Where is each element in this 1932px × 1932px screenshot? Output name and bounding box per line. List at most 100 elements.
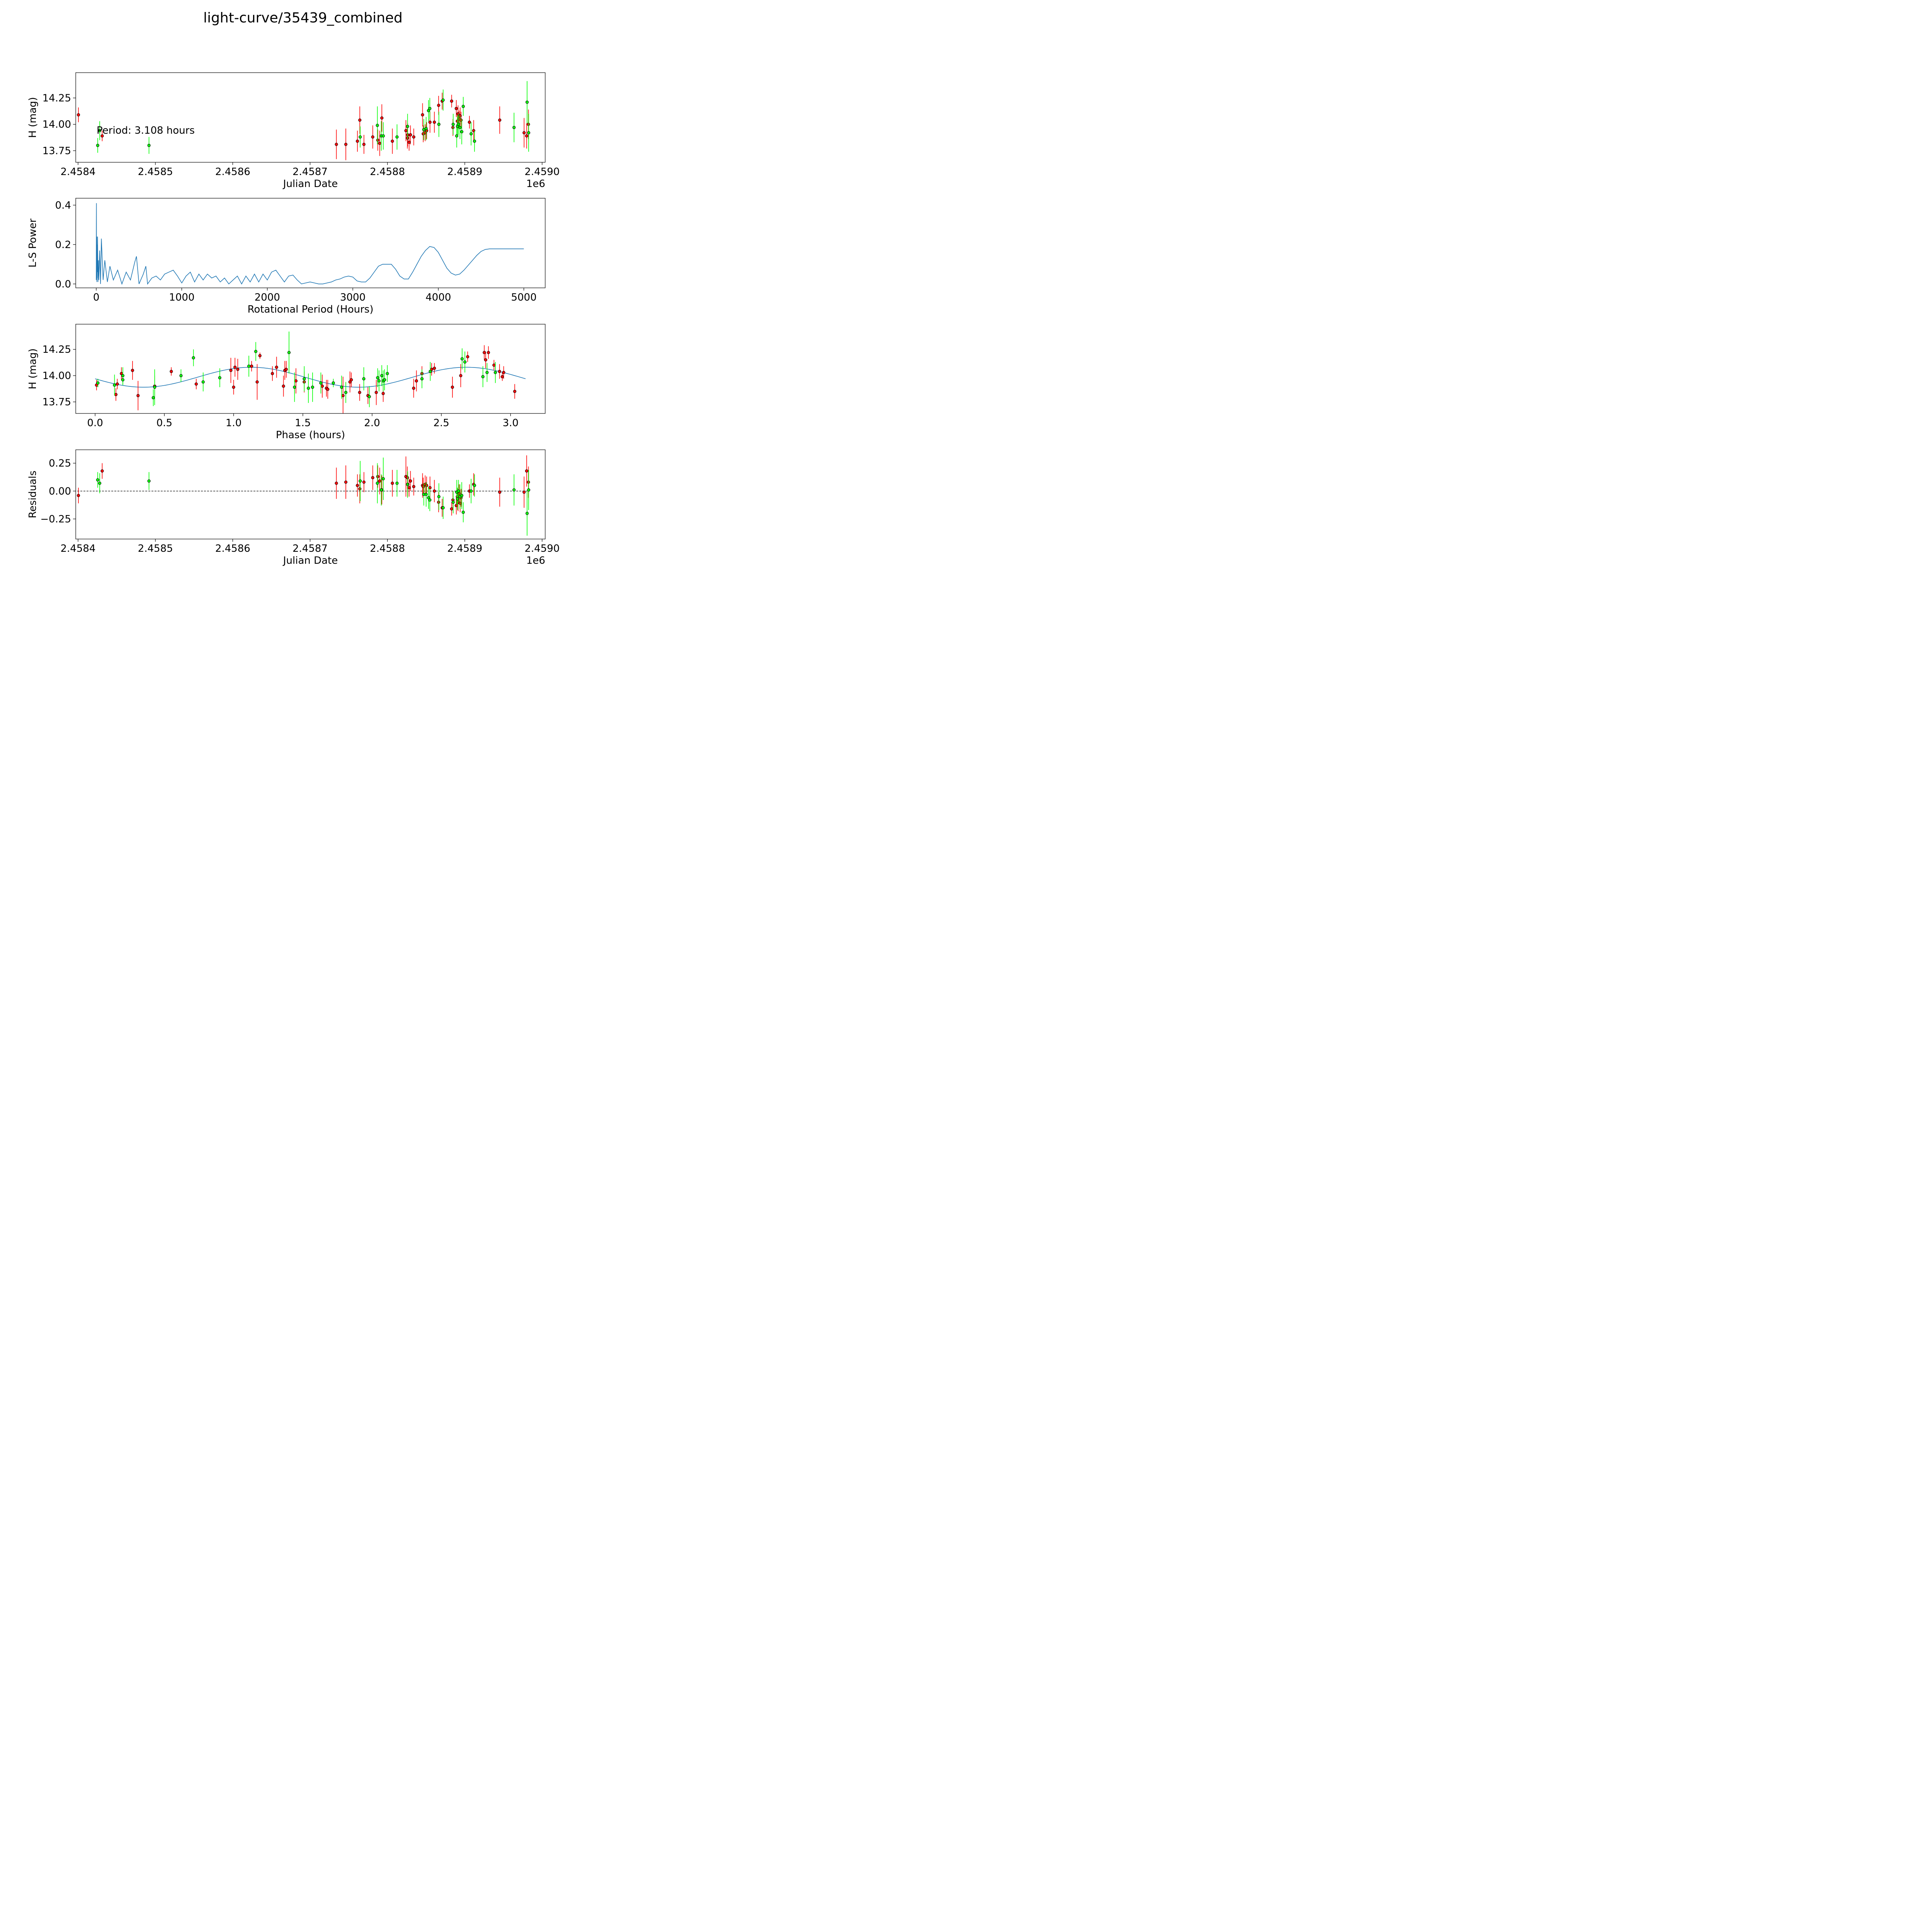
red-data-point [391,481,394,485]
x-tick-label: 2.4586 [215,166,250,178]
red-data-point [344,143,348,146]
red-data-point [376,138,379,142]
green-data-point [367,395,371,398]
x-tick-label: 2.4587 [293,543,328,554]
plot-area-resid [76,455,531,536]
y-tick-label: 0.25 [49,458,71,469]
periodogram-line [96,203,524,285]
green-data-point [98,129,102,133]
green-data-point [469,132,473,136]
green-data-point [406,125,409,128]
green-data-point [332,381,335,385]
red-data-point [492,363,496,367]
x-tick-label: 2.0 [364,417,380,429]
green-data-point [461,105,465,108]
green-data-point [179,374,183,378]
red-data-point [378,479,381,483]
green-data-point [512,126,516,129]
x-offset-label: 1e6 [526,555,545,566]
green-data-point [458,126,462,129]
green-data-point [151,396,155,400]
plot-area-phase [95,332,526,413]
green-data-point [376,124,379,127]
red-data-point [255,380,259,384]
x-tick-label: 2000 [255,292,280,303]
red-data-point [433,489,436,493]
x-axis-label: Julian Date [282,555,338,566]
green-data-point [359,135,362,139]
green-data-point [469,489,473,493]
red-data-point [116,382,119,386]
x-tick-label: 2.4585 [138,166,173,178]
green-data-point [319,381,323,385]
x-tick-label: 5000 [511,292,537,303]
green-data-point [406,483,409,486]
green-data-point [395,481,399,485]
red-data-point [362,143,366,146]
x-tick-label: 2.4587 [293,166,328,178]
red-data-point [437,104,440,107]
red-data-point [498,370,501,373]
green-data-point [527,488,531,492]
green-data-point [481,375,485,378]
green-data-point [287,351,291,354]
plot-area-lc [77,81,531,160]
green-data-point [420,377,424,381]
green-data-point [201,380,205,384]
panel-phase: 0.0 0.5 1.0 1.5 2.0 2.5 3.0 13.75 14.00 14.25 Phas… [27,324,546,441]
x-tick-label: 3000 [340,292,366,303]
green-data-point [460,357,464,361]
axes-frame [75,72,546,163]
green-data-point [457,489,460,493]
red-data-point [381,392,385,395]
model-fit-line [95,367,526,388]
red-data-point [459,374,463,378]
red-data-point [502,371,505,374]
x-tick-label: 0.0 [87,417,103,429]
green-data-point [386,372,389,375]
axes-frame [75,449,546,539]
red-data-point [500,375,504,378]
green-data-point [254,350,258,353]
red-data-point [282,384,285,388]
green-data-point [526,512,529,515]
period-annotation: Period: 3.108 hours [97,125,195,136]
green-data-point [395,135,399,139]
red-data-point [525,469,529,473]
red-data-point [450,99,453,103]
green-data-point [463,360,467,364]
y-tick-label: 0.0 [55,279,71,290]
red-data-point [136,394,140,397]
red-data-point [378,141,381,145]
figure: light-curve/35439_combined 2.4584 2.4585 2… [0,0,600,600]
x-tick-label: 2.4588 [370,166,405,178]
green-data-point [293,385,296,389]
x-axis-label: Phase (hours) [276,429,345,441]
x-tick-label: 2.4585 [138,543,173,554]
red-data-point [484,358,487,362]
green-data-point [192,356,195,360]
x-tick-label: 1.0 [226,417,242,429]
y-tick-label: 13.75 [43,145,71,157]
figure-title: light-curve/35439_combined [203,10,403,26]
green-data-point [437,122,440,126]
y-tick-label: 0.4 [55,200,71,211]
green-data-point [96,144,99,147]
red-data-point [236,367,240,371]
red-data-point [412,135,415,139]
red-data-point [404,129,408,133]
y-axis-label: Residuals [27,471,39,518]
green-data-point [424,493,428,496]
red-data-point [433,121,436,124]
red-data-point [355,139,359,143]
red-data-point [376,475,379,478]
red-data-point [451,385,454,389]
red-data-point [486,351,490,354]
red-data-point [358,118,362,122]
red-data-point [498,490,502,494]
red-data-point [358,391,361,394]
red-data-point [522,131,526,134]
red-data-point [362,480,366,484]
red-data-point [335,143,338,146]
red-data-point [335,481,338,485]
